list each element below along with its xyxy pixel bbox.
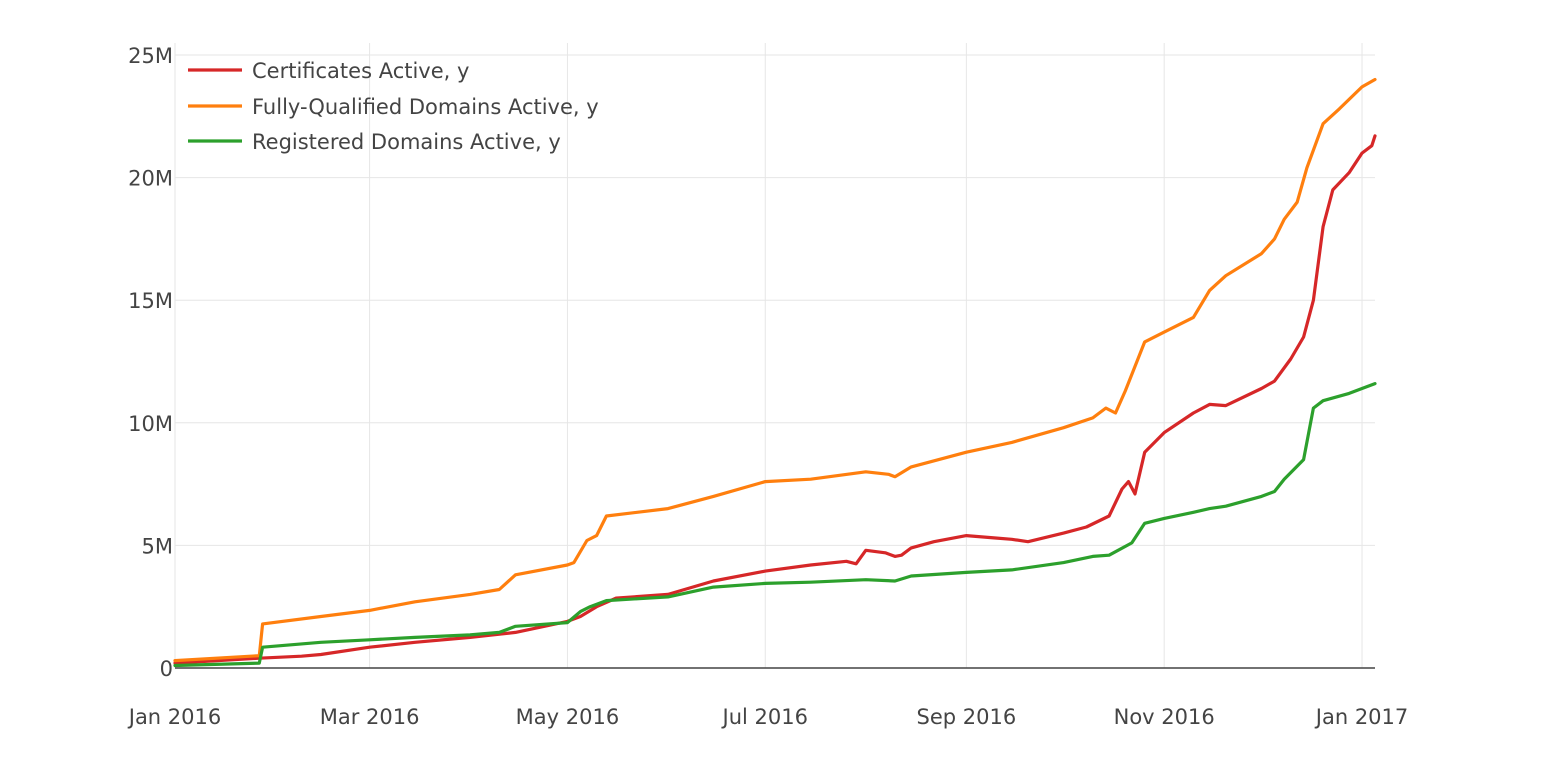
x-tick-label: Sep 2016 bbox=[916, 705, 1016, 729]
x-tick-label: Jan 2017 bbox=[1314, 705, 1409, 729]
y-tick-label: 25M bbox=[128, 44, 173, 68]
x-tick-label: Nov 2016 bbox=[1114, 705, 1215, 729]
series-line-1 bbox=[173, 77, 1377, 663]
series-line-2 bbox=[173, 382, 1377, 668]
y-tick-label: 20M bbox=[128, 167, 173, 191]
legend[interactable]: Certificates Active, y Fully-Qualified D… bbox=[188, 59, 599, 154]
legend-label: Registered Domains Active, y bbox=[252, 130, 561, 154]
legend-label: Certificates Active, y bbox=[252, 59, 469, 83]
y-tick-label: 15M bbox=[128, 289, 173, 313]
legend-label: Fully-Qualified Domains Active, y bbox=[252, 95, 599, 119]
legend-item-certificates[interactable]: Certificates Active, y bbox=[188, 59, 469, 83]
x-tick-label: May 2016 bbox=[516, 705, 620, 729]
y-tick-label: 5M bbox=[142, 534, 173, 558]
x-tick-label: Jan 2016 bbox=[127, 705, 222, 729]
series-layer bbox=[173, 77, 1377, 668]
x-tick-label: Mar 2016 bbox=[320, 705, 420, 729]
legend-item-registered[interactable]: Registered Domains Active, y bbox=[188, 130, 561, 154]
x-tick-label: Jul 2016 bbox=[721, 705, 808, 729]
y-tick-label: 10M bbox=[128, 412, 173, 436]
grid-layer bbox=[174, 43, 1375, 668]
legend-item-fqdn[interactable]: Fully-Qualified Domains Active, y bbox=[188, 95, 599, 119]
y-tick-label: 0 bbox=[160, 657, 173, 681]
axis-layer: 0 5M 10M 15M 20M 25M Jan 2016 Mar 2016 May 2016 J… bbox=[127, 44, 1409, 729]
